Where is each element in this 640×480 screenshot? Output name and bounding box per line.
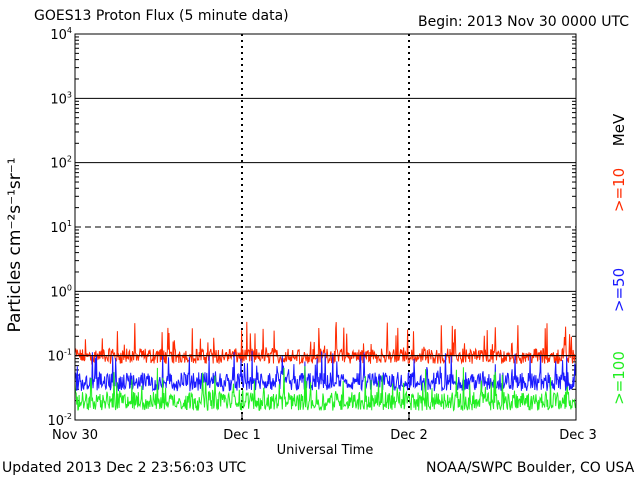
unit-label: MeV: [610, 113, 628, 146]
y-tick-label: 100: [50, 283, 72, 300]
y-axis-title: Particles cm⁻²s⁻¹sr⁻¹: [5, 157, 25, 332]
y-tick-label: 10-1: [47, 348, 72, 365]
updated-timestamp: Updated 2013 Dec 2 23:56:03 UTC: [2, 460, 247, 476]
x-tick-label: Dec 3: [559, 428, 597, 443]
y-tick-label: 101: [50, 219, 72, 236]
y-tick-labels: 104 103 102 101 100 10-1 10-2: [47, 26, 72, 429]
legend-gt10: >=10: [610, 168, 628, 212]
x-axis-title: Universal Time: [277, 443, 374, 458]
y-tick-label: 10-2: [47, 412, 72, 429]
series-layer: [74, 321, 577, 412]
y-tick-label: 103: [50, 90, 72, 107]
plot-frame: [74, 33, 577, 421]
threshold-layer: [75, 226, 576, 357]
series-line-100: [74, 366, 577, 412]
legend-gt50: >=50: [610, 268, 628, 312]
legend-gt100: >=100: [610, 351, 628, 405]
x-tick-label: Dec 1: [223, 428, 261, 443]
series-line-50: [74, 350, 577, 393]
x-tick-label: Dec 2: [390, 428, 428, 443]
begin-time: Begin: 2013 Nov 30 0000 UTC: [418, 14, 629, 30]
y-tick-label: 102: [50, 155, 72, 172]
chart-title: GOES13 Proton Flux (5 minute data): [34, 8, 289, 24]
y-tick-label: 104: [50, 26, 72, 43]
x-tick-label: Nov 30: [52, 428, 98, 443]
x-tick-labels: Nov 30 Dec 1 Dec 2 Dec 3: [52, 414, 597, 443]
credit-text: NOAA/SWPC Boulder, CO USA: [426, 460, 635, 476]
